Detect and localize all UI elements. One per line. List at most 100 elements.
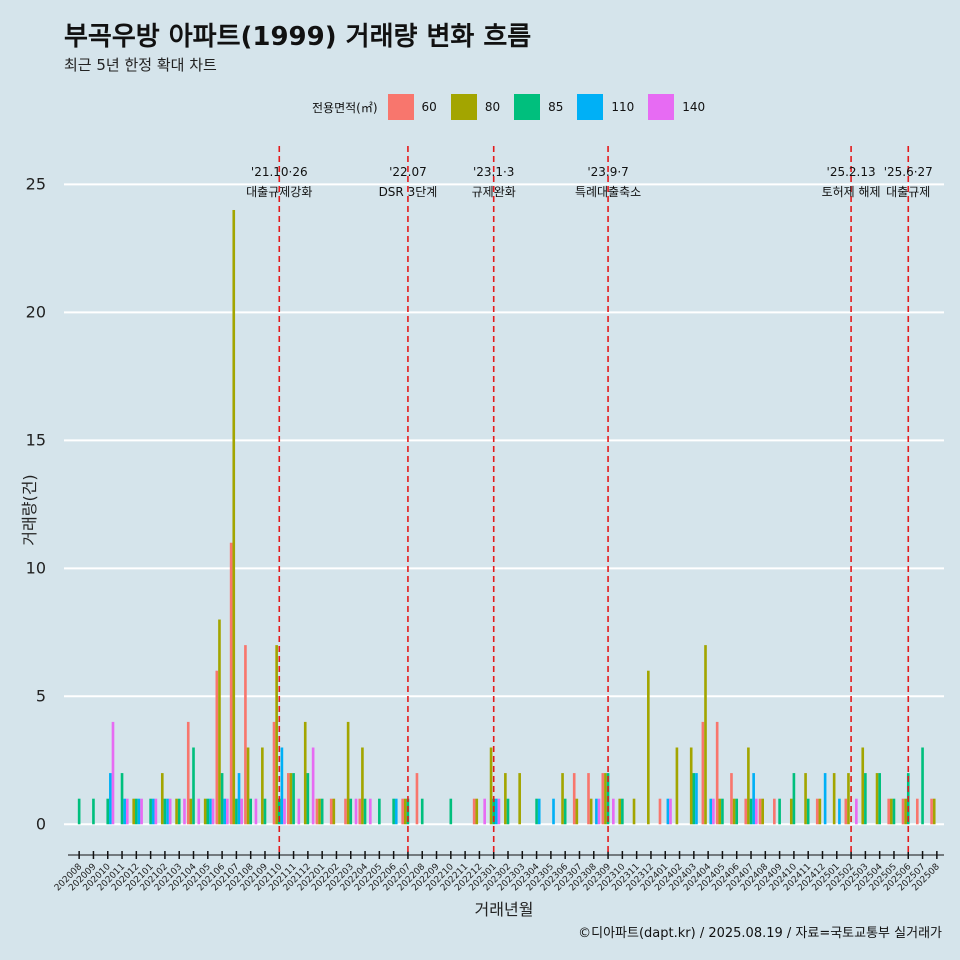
bar-85-202201 — [320, 798, 324, 825]
bar-85-202106 — [220, 773, 224, 825]
bar-80-202012 — [132, 798, 136, 825]
bar-60-202212 — [472, 798, 476, 825]
bar-85-202111 — [292, 773, 295, 825]
bar-85-202504 — [878, 773, 881, 825]
bar-140-202112 — [311, 747, 315, 825]
bar-80-202402 — [675, 747, 679, 825]
legend-item-80: 80 — [450, 94, 501, 120]
bar-85-202009 — [92, 798, 95, 825]
bar-80-202504 — [875, 773, 879, 825]
bar-80-202406 — [732, 798, 736, 825]
bar-85-202208 — [420, 798, 424, 825]
bar-80-202204 — [361, 747, 364, 825]
bar-80-202505 — [890, 798, 893, 825]
bar-60-202405 — [715, 721, 719, 825]
chart-subtitle: 최근 5년 한정 확대 차트 — [64, 56, 217, 74]
bar-80-202410 — [789, 798, 793, 825]
bar-80-202309 — [604, 773, 607, 825]
legend-label-80: 80 — [484, 100, 501, 114]
bar-80-202312 — [647, 670, 650, 825]
bar-80-202308 — [589, 798, 593, 825]
event-date-label: '22.07 — [389, 165, 427, 179]
bar-140-202106 — [226, 798, 229, 825]
bar-80-202405 — [718, 798, 722, 825]
bar-110-202107 — [237, 773, 241, 825]
bar-140-202010 — [111, 721, 115, 825]
bar-85-202105 — [206, 798, 210, 825]
event-date-label: '25.6·27 — [884, 165, 933, 179]
bar-80-202102 — [160, 773, 164, 825]
bar-85-202409 — [778, 798, 781, 825]
legend-swatch-85 — [514, 94, 541, 120]
y-tick-label: 0 — [36, 814, 46, 833]
bar-85-202108 — [249, 798, 252, 825]
y-tick-label: 10 — [26, 558, 46, 577]
bar-110-202102 — [166, 798, 169, 825]
bar-60-202401 — [658, 798, 662, 825]
bar-140-202105 — [211, 798, 215, 825]
bar-60-202111 — [287, 773, 290, 825]
bar-60-202409 — [773, 798, 776, 825]
bar-110-202206 — [394, 798, 398, 825]
bar-80-202303 — [518, 773, 521, 825]
bar-85-202403 — [692, 773, 696, 825]
bar-60-202507 — [915, 798, 919, 825]
bar-140-202012 — [140, 798, 143, 825]
bar-110-202101 — [151, 798, 155, 825]
bar-60-202207 — [401, 798, 404, 825]
bar-110-202301 — [495, 798, 498, 825]
bar-60-202106 — [215, 670, 219, 825]
bar-110-202110 — [280, 747, 284, 825]
bar-60-202203 — [344, 798, 347, 825]
legend-label-60: 60 — [421, 100, 437, 114]
bar-85-202012 — [135, 798, 138, 825]
bar-85-202304 — [535, 798, 538, 825]
bar-85-202407 — [749, 798, 753, 825]
bar-80-202203 — [346, 721, 350, 825]
bar-85-202302 — [506, 798, 510, 825]
bar-85-202306 — [563, 798, 567, 825]
event-text-label: 대출규제강화 — [246, 185, 312, 199]
legend-swatch-140 — [648, 94, 675, 120]
bar-140-202309 — [612, 798, 615, 825]
bar-140-202308 — [597, 798, 601, 825]
legend-label-110: 110 — [611, 100, 635, 114]
event-text-label: 대출규제 — [886, 185, 930, 199]
bar-80-202302 — [504, 773, 507, 825]
bar-140-202102 — [168, 798, 172, 825]
bar-80-202404 — [704, 645, 707, 825]
bar-60-202104 — [186, 721, 190, 825]
bar-80-202109 — [261, 747, 264, 825]
bar-80-202112 — [303, 721, 307, 825]
bar-80-202207 — [403, 798, 407, 825]
legend-swatch-110 — [577, 94, 604, 120]
bar-85-202107 — [235, 798, 238, 825]
bar-60-202204 — [358, 798, 362, 825]
bar-80-202301 — [489, 747, 493, 825]
bar-60-202406 — [730, 773, 733, 825]
event-date-label: '25.2.13 — [827, 165, 876, 179]
bar-60-202309 — [601, 773, 605, 825]
bar-110-202401 — [666, 798, 670, 825]
bar-60-202412 — [815, 798, 819, 825]
y-tick-label: 20 — [26, 302, 46, 321]
legend: 전용면적(㎡) 60 80 85 110 140 — [312, 94, 719, 120]
bar-110-202012 — [137, 798, 141, 825]
legend-item-110: 110 — [577, 94, 634, 120]
bar-140-202104 — [197, 798, 201, 825]
event-date-label: '23.9·7 — [587, 165, 628, 179]
bar-60-202502 — [844, 798, 848, 825]
bar-80-202407 — [747, 747, 750, 825]
bar-80-202502 — [847, 773, 850, 825]
bar-110-202501 — [838, 798, 841, 825]
y-tick-label: 15 — [26, 430, 46, 449]
x-axis-title: 거래년월 — [474, 900, 534, 919]
bar-140-202502 — [855, 798, 858, 825]
bar-60-202508 — [930, 798, 933, 825]
bar-85-202507 — [921, 747, 924, 825]
bar-80-202508 — [932, 798, 936, 825]
bar-85-202203 — [349, 798, 353, 825]
bar-85-202103 — [177, 798, 181, 825]
legend-item-85: 85 — [514, 94, 563, 120]
